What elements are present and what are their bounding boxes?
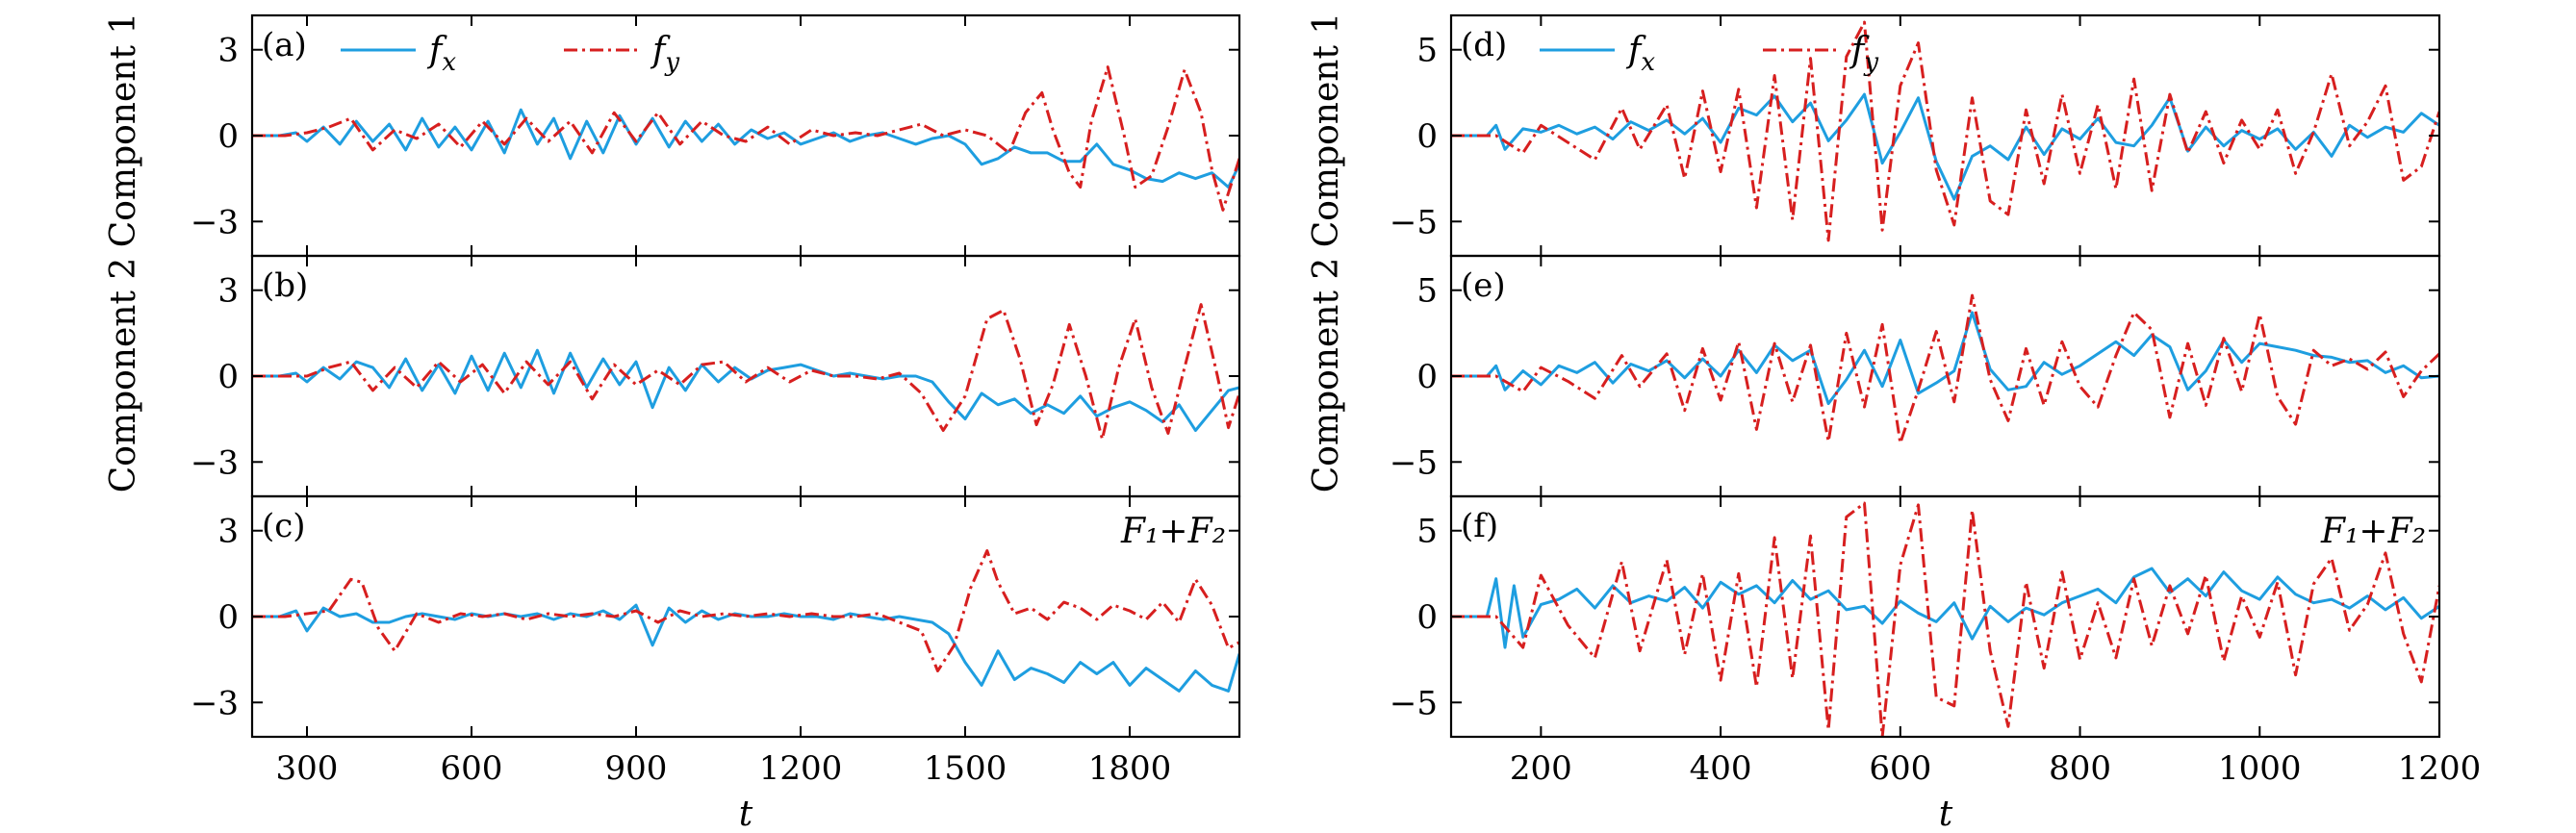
series-group bbox=[252, 549, 1239, 693]
series-line-fy bbox=[1451, 501, 2439, 737]
legend-label-fx: fx bbox=[426, 31, 456, 77]
panel-d: 5 0 −5 (d) fx fy bbox=[1390, 13, 2441, 258]
x-tick-label: 600 bbox=[441, 749, 503, 788]
right-row-label-component-2: Component 2 bbox=[1307, 258, 1346, 493]
series-line-fy bbox=[252, 303, 1239, 441]
y-tick-label: −3 bbox=[191, 443, 239, 482]
panel-annotation: F₁+F₂ bbox=[1120, 512, 1226, 551]
x-tick-label: 200 bbox=[1510, 749, 1572, 788]
y-tick-label: 0 bbox=[1416, 117, 1438, 156]
left-row-label-component-2: Component 2 bbox=[104, 258, 143, 493]
series-line-fx bbox=[1451, 311, 2439, 406]
left-row-label-component-1: Component 1 bbox=[104, 13, 143, 248]
series-group bbox=[1451, 293, 2439, 445]
y-tick-label: 0 bbox=[217, 358, 239, 396]
panel-b: 3 0 −3 (b) bbox=[191, 254, 1241, 498]
x-tick-label: 800 bbox=[2049, 749, 2111, 788]
y-tick-label: 3 bbox=[217, 272, 239, 311]
series-line-fy bbox=[252, 549, 1239, 672]
series-group bbox=[252, 65, 1239, 212]
panel-label: (c) bbox=[262, 507, 306, 545]
right-group: 5 0 −5 (d) fx fy 5 0 −5 (e) 5 0 −5 (f) F₁+F₂ 200 400 6… bbox=[1307, 13, 2481, 833]
series-group bbox=[1451, 20, 2439, 242]
y-tick-label: −5 bbox=[1390, 684, 1438, 722]
y-tick-label: 3 bbox=[217, 513, 239, 551]
y-tick-label: 0 bbox=[217, 598, 239, 637]
right-x-axis-label: t bbox=[1939, 795, 1953, 833]
right-row-label-component-1: Component 1 bbox=[1307, 13, 1346, 248]
y-tick-label: −5 bbox=[1390, 203, 1438, 241]
y-tick-label: −5 bbox=[1390, 443, 1438, 482]
legend: fx fy bbox=[1540, 31, 1878, 77]
x-tick-label: 1200 bbox=[2398, 749, 2482, 788]
legend-label-fx: fx bbox=[1625, 31, 1655, 77]
series-line-fx bbox=[252, 603, 1239, 693]
legend-label-fy: fy bbox=[1849, 31, 1878, 77]
panel-f: 5 0 −5 (f) F₁+F₂ bbox=[1390, 494, 2441, 739]
y-tick-label: 0 bbox=[1416, 358, 1438, 396]
series-line-fx bbox=[252, 348, 1239, 432]
panel-e: 5 0 −5 (e) bbox=[1390, 254, 2441, 498]
left-x-axis: 300 600 900 1200 1500 1800 bbox=[276, 749, 1172, 788]
y-tick-label: −3 bbox=[191, 684, 239, 722]
y-tick-label: 0 bbox=[1416, 598, 1438, 637]
panel-frame bbox=[1449, 494, 2441, 739]
x-tick-label: 300 bbox=[276, 749, 339, 788]
x-tick-label: 1000 bbox=[2218, 749, 2302, 788]
panel-a: 3 0 −3 (a) fx fy bbox=[191, 13, 1241, 258]
panel-c: 3 0 −3 (c) F₁+F₂ bbox=[191, 494, 1241, 739]
series-line-fy bbox=[252, 65, 1239, 212]
y-tick-label: 3 bbox=[217, 32, 239, 70]
y-tick-label: 5 bbox=[1416, 32, 1438, 70]
left-x-axis-label: t bbox=[739, 795, 753, 833]
series-line-fy bbox=[1451, 20, 2439, 242]
series-line-fx bbox=[252, 108, 1239, 189]
left-group: 3 0 −3 (a) fx fy 3 0 −3 (b) 3 0 −3 (c) F₁+F₂ 300 600 9… bbox=[104, 13, 1241, 833]
series-line-fx bbox=[1451, 567, 2439, 649]
y-tick-label: 5 bbox=[1416, 513, 1438, 551]
y-tick-label: −3 bbox=[191, 203, 239, 241]
series-line-fy bbox=[1451, 293, 2439, 445]
panel-annotation: F₁+F₂ bbox=[2320, 512, 2426, 551]
x-tick-label: 1200 bbox=[759, 749, 843, 788]
panel-label: (f) bbox=[1461, 507, 1498, 545]
legend-label-fy: fy bbox=[650, 31, 679, 77]
panel-label: (d) bbox=[1461, 26, 1507, 64]
x-tick-label: 1500 bbox=[924, 749, 1007, 788]
y-tick-label: 5 bbox=[1416, 272, 1438, 311]
series-group bbox=[1451, 501, 2439, 737]
panel-label: (b) bbox=[262, 266, 308, 305]
x-tick-label: 900 bbox=[605, 749, 668, 788]
panel-label: (e) bbox=[1461, 266, 1506, 305]
series-group bbox=[252, 303, 1239, 441]
x-tick-label: 1800 bbox=[1088, 749, 1172, 788]
x-tick-label: 400 bbox=[1690, 749, 1752, 788]
panel-label: (a) bbox=[262, 26, 307, 64]
x-tick-label: 600 bbox=[1869, 749, 1931, 788]
y-tick-label: 0 bbox=[217, 117, 239, 156]
right-x-axis: 200 400 600 800 1000 1200 bbox=[1510, 749, 2481, 788]
series-line-fx bbox=[1451, 92, 2439, 201]
legend: fx fy bbox=[341, 31, 679, 77]
